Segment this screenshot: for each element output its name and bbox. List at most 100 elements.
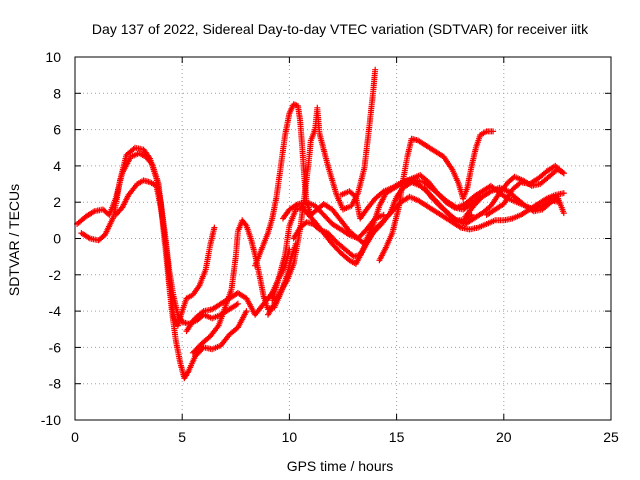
data-point (513, 176, 516, 178)
data-point (160, 207, 162, 209)
data-point (143, 179, 145, 182)
data-point (546, 170, 548, 172)
data-point (464, 216, 466, 218)
data-point (237, 230, 239, 232)
data-point (175, 339, 177, 341)
data-point (342, 208, 344, 211)
data-point (237, 292, 239, 294)
data-point (303, 196, 306, 198)
data-point (267, 314, 269, 316)
y-tick-label: 4 (53, 158, 61, 174)
data-point (473, 217, 475, 220)
data-point (97, 239, 100, 241)
data-point (164, 234, 166, 236)
x-tick-label: 20 (496, 429, 512, 445)
series-track-12 (376, 128, 497, 264)
data-point (85, 216, 87, 218)
data-point (263, 303, 265, 305)
data-point (447, 201, 449, 203)
data-point (138, 152, 140, 154)
data-point (344, 248, 346, 250)
data-point (290, 256, 293, 258)
data-point (192, 352, 194, 354)
data-point (383, 214, 385, 216)
data-point (340, 219, 342, 221)
series-track-11 (337, 177, 563, 222)
data-point (451, 221, 453, 223)
data-point (348, 234, 351, 236)
data-point (312, 223, 314, 225)
data-point (125, 154, 128, 156)
data-point (218, 325, 220, 327)
series-track-7 (265, 66, 379, 318)
data-point (260, 248, 263, 250)
grid-lines (75, 57, 611, 420)
data-point (546, 197, 548, 200)
data-point (185, 330, 188, 332)
data-point (460, 227, 462, 229)
data-point (355, 263, 357, 265)
data-point (462, 208, 464, 211)
data-point (438, 194, 441, 196)
data-point (203, 310, 205, 312)
data-point (378, 205, 381, 207)
data-point (335, 241, 338, 243)
x-tick-label: 15 (389, 429, 405, 445)
data-point (451, 168, 453, 171)
data-point (331, 223, 333, 225)
data-point (391, 210, 393, 212)
data-point (481, 212, 483, 214)
data-point (550, 201, 552, 203)
data-point (203, 346, 205, 348)
data-point (305, 221, 308, 223)
data-point (434, 150, 436, 152)
data-point (365, 241, 368, 243)
data-point (327, 165, 329, 167)
data-point (471, 214, 473, 216)
data-point (181, 310, 183, 312)
data-point (263, 295, 265, 298)
data-point (471, 203, 473, 205)
data-point (155, 178, 158, 180)
data-point (524, 205, 526, 207)
data-point (406, 156, 408, 158)
data-markers (112, 177, 218, 329)
data-point (464, 203, 466, 205)
y-tick-label: -8 (49, 376, 62, 392)
data-point (516, 197, 518, 200)
data-point (340, 194, 342, 196)
data-point (466, 187, 468, 189)
y-tick-label: 8 (53, 85, 61, 101)
data-point (481, 190, 483, 192)
data-point (209, 245, 211, 247)
data-point (271, 217, 273, 220)
data-point (348, 230, 351, 232)
data-point (112, 216, 115, 218)
data-point (284, 134, 286, 136)
data-point (490, 190, 492, 192)
data-point (211, 308, 213, 310)
chart-title: Day 137 of 2022, Sidereal Day-to-day VTE… (92, 21, 589, 37)
data-point (280, 165, 282, 167)
data-point (297, 203, 299, 205)
data-point (417, 199, 419, 201)
data-point (563, 172, 565, 174)
data-point (284, 254, 286, 256)
data-point (473, 196, 475, 198)
data-point (308, 214, 310, 216)
data-point (434, 210, 436, 212)
data-point (149, 158, 151, 160)
data-point (507, 181, 509, 183)
data-point (275, 196, 278, 198)
data-point (353, 256, 355, 258)
data-point (486, 130, 488, 133)
data-point (492, 130, 494, 133)
data-point (471, 165, 473, 167)
data-point (188, 370, 190, 372)
data-point (220, 344, 222, 347)
data-point (228, 297, 230, 299)
data-point (490, 205, 492, 207)
data-point (198, 285, 200, 287)
data-markers (74, 150, 250, 382)
